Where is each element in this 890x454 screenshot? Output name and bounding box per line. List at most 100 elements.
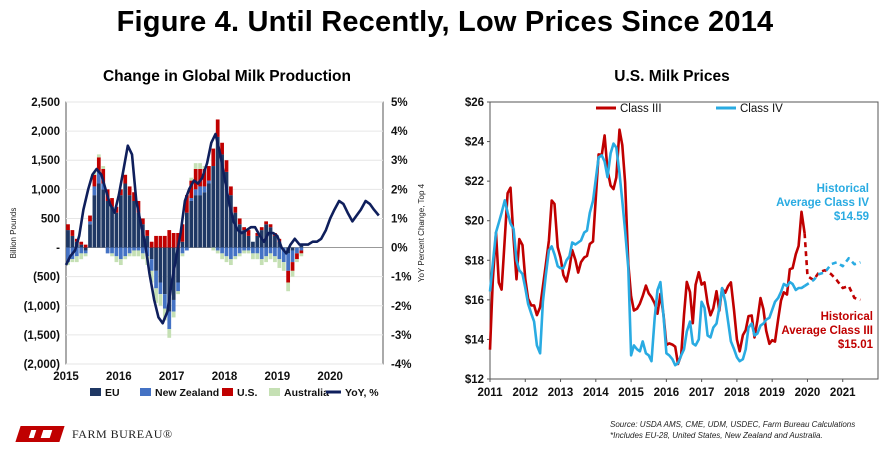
footer-source: Source: USDA AMS, CME, UDM, USDEC, Farm … bbox=[610, 419, 880, 441]
bar-u-s- bbox=[242, 227, 246, 231]
annotation-line: Historical bbox=[817, 183, 869, 195]
bar-eu bbox=[158, 247, 163, 283]
bar-u-s- bbox=[233, 206, 238, 213]
bar-u-s- bbox=[101, 168, 106, 184]
bar-new-zealand bbox=[259, 247, 264, 260]
bar-australia bbox=[198, 163, 202, 169]
right-y-tick-label: $16 bbox=[465, 295, 484, 307]
left-y2-axis-label: YoY Percent Change, Top 4 bbox=[417, 183, 426, 282]
bar-australia bbox=[74, 256, 79, 263]
bar-eu bbox=[101, 189, 106, 248]
bar-new-zealand bbox=[255, 247, 260, 254]
bar-new-zealand bbox=[185, 247, 189, 251]
right-legend-label: Class IV bbox=[740, 103, 783, 115]
bar-australia bbox=[220, 253, 224, 260]
bar-australia bbox=[295, 259, 299, 263]
right-legend: Class III Class IV bbox=[596, 103, 783, 115]
bar-australia bbox=[158, 294, 163, 306]
bar-new-zealand bbox=[154, 270, 158, 289]
class-iv-projection-line bbox=[803, 257, 861, 288]
left-y-axis-label: Billion Pounds bbox=[9, 208, 18, 259]
bar-eu bbox=[105, 200, 110, 248]
bar-eu bbox=[185, 212, 189, 248]
bar-australia bbox=[277, 259, 282, 268]
bar-eu bbox=[211, 166, 216, 248]
right-y-tick-label: $22 bbox=[465, 176, 484, 188]
bar-australia bbox=[229, 259, 233, 266]
bar-australia bbox=[246, 250, 251, 254]
bar-new-zealand bbox=[88, 221, 92, 225]
right-y-tick-label: $26 bbox=[465, 97, 484, 109]
legend-label: New Zealand bbox=[155, 387, 219, 399]
right-x-tick-label: 2012 bbox=[512, 387, 538, 399]
bar-australia bbox=[237, 253, 242, 257]
bar-u-s- bbox=[286, 270, 291, 283]
bar-eu bbox=[207, 183, 211, 248]
source-note: Source: USDA AMS, CME, UDM, USDEC, Farm … bbox=[610, 420, 856, 429]
bar-australia bbox=[290, 270, 295, 277]
bar-eu bbox=[246, 235, 251, 248]
right-y-tick-label: $24 bbox=[465, 137, 485, 149]
bar-new-zealand bbox=[202, 186, 207, 193]
legend-swatch bbox=[140, 388, 151, 396]
bar-eu bbox=[92, 195, 97, 248]
annotation-line: $14.59 bbox=[834, 211, 869, 223]
right-x-tick-label: 2021 bbox=[830, 387, 856, 399]
bar-australia bbox=[273, 256, 277, 263]
right-x-tick-label: 2016 bbox=[654, 387, 680, 399]
bar-new-zealand bbox=[242, 247, 246, 251]
bar-u-s- bbox=[96, 157, 101, 172]
left-gridlines bbox=[66, 101, 383, 365]
left-y-tick-label: (1,500) bbox=[24, 330, 61, 342]
bar-u-s- bbox=[88, 215, 92, 222]
bar-australia bbox=[79, 253, 84, 260]
bar-australia bbox=[101, 166, 106, 169]
right-x-tick-label: 2018 bbox=[724, 387, 750, 399]
bar-new-zealand bbox=[79, 247, 84, 254]
left-x-tick-label: 2016 bbox=[106, 371, 132, 383]
left-y-tick-label: (2,000) bbox=[24, 359, 61, 371]
right-x-tick-label: 2015 bbox=[618, 387, 644, 399]
includes-note: *Includes EU-28, United States, New Zeal… bbox=[610, 431, 823, 440]
right-y-tick-label: $20 bbox=[465, 216, 484, 228]
bar-eu bbox=[202, 192, 207, 248]
bar-australia bbox=[154, 288, 158, 303]
bar-eu bbox=[229, 195, 233, 248]
bar-u-s- bbox=[246, 230, 251, 236]
bar-u-s- bbox=[268, 224, 273, 228]
bar-u-s- bbox=[189, 180, 194, 199]
bar-new-zealand bbox=[66, 247, 70, 263]
bar-u-s- bbox=[140, 218, 145, 225]
bar-new-zealand bbox=[233, 247, 238, 257]
bar-australia bbox=[286, 282, 291, 292]
right-x-tick-label: 2020 bbox=[795, 387, 821, 399]
class-iii-projection-line bbox=[803, 233, 861, 302]
bar-u-s- bbox=[70, 230, 75, 236]
bar-eu bbox=[167, 247, 172, 312]
bar-u-s- bbox=[198, 168, 202, 187]
bar-u-s- bbox=[79, 241, 84, 245]
bar-new-zealand bbox=[273, 247, 277, 257]
bar-new-zealand bbox=[295, 247, 299, 254]
bar-new-zealand bbox=[167, 311, 172, 330]
right-annotations: Historical Average Class IV $14.59 Historic… bbox=[776, 183, 873, 351]
bar-eu bbox=[118, 195, 123, 248]
bar-eu bbox=[251, 241, 255, 248]
right-series-lines bbox=[488, 128, 861, 367]
bar-u-s- bbox=[299, 250, 304, 254]
bar-eu bbox=[79, 244, 84, 248]
bar-eu bbox=[123, 183, 128, 248]
left-y2-tick-label: -4% bbox=[391, 359, 411, 371]
bar-u-s- bbox=[255, 233, 260, 236]
bar-u-s- bbox=[171, 233, 176, 248]
left-y-tick-label: (500) bbox=[33, 272, 60, 284]
bar-eu bbox=[198, 195, 202, 248]
legend-label: YoY, % bbox=[345, 387, 379, 399]
bar-australia bbox=[114, 256, 119, 263]
left-plot-frame bbox=[65, 101, 384, 365]
bar-u-s- bbox=[145, 230, 150, 236]
bar-australia bbox=[251, 253, 255, 260]
bar-new-zealand bbox=[246, 247, 251, 251]
legend-swatch bbox=[90, 388, 101, 396]
